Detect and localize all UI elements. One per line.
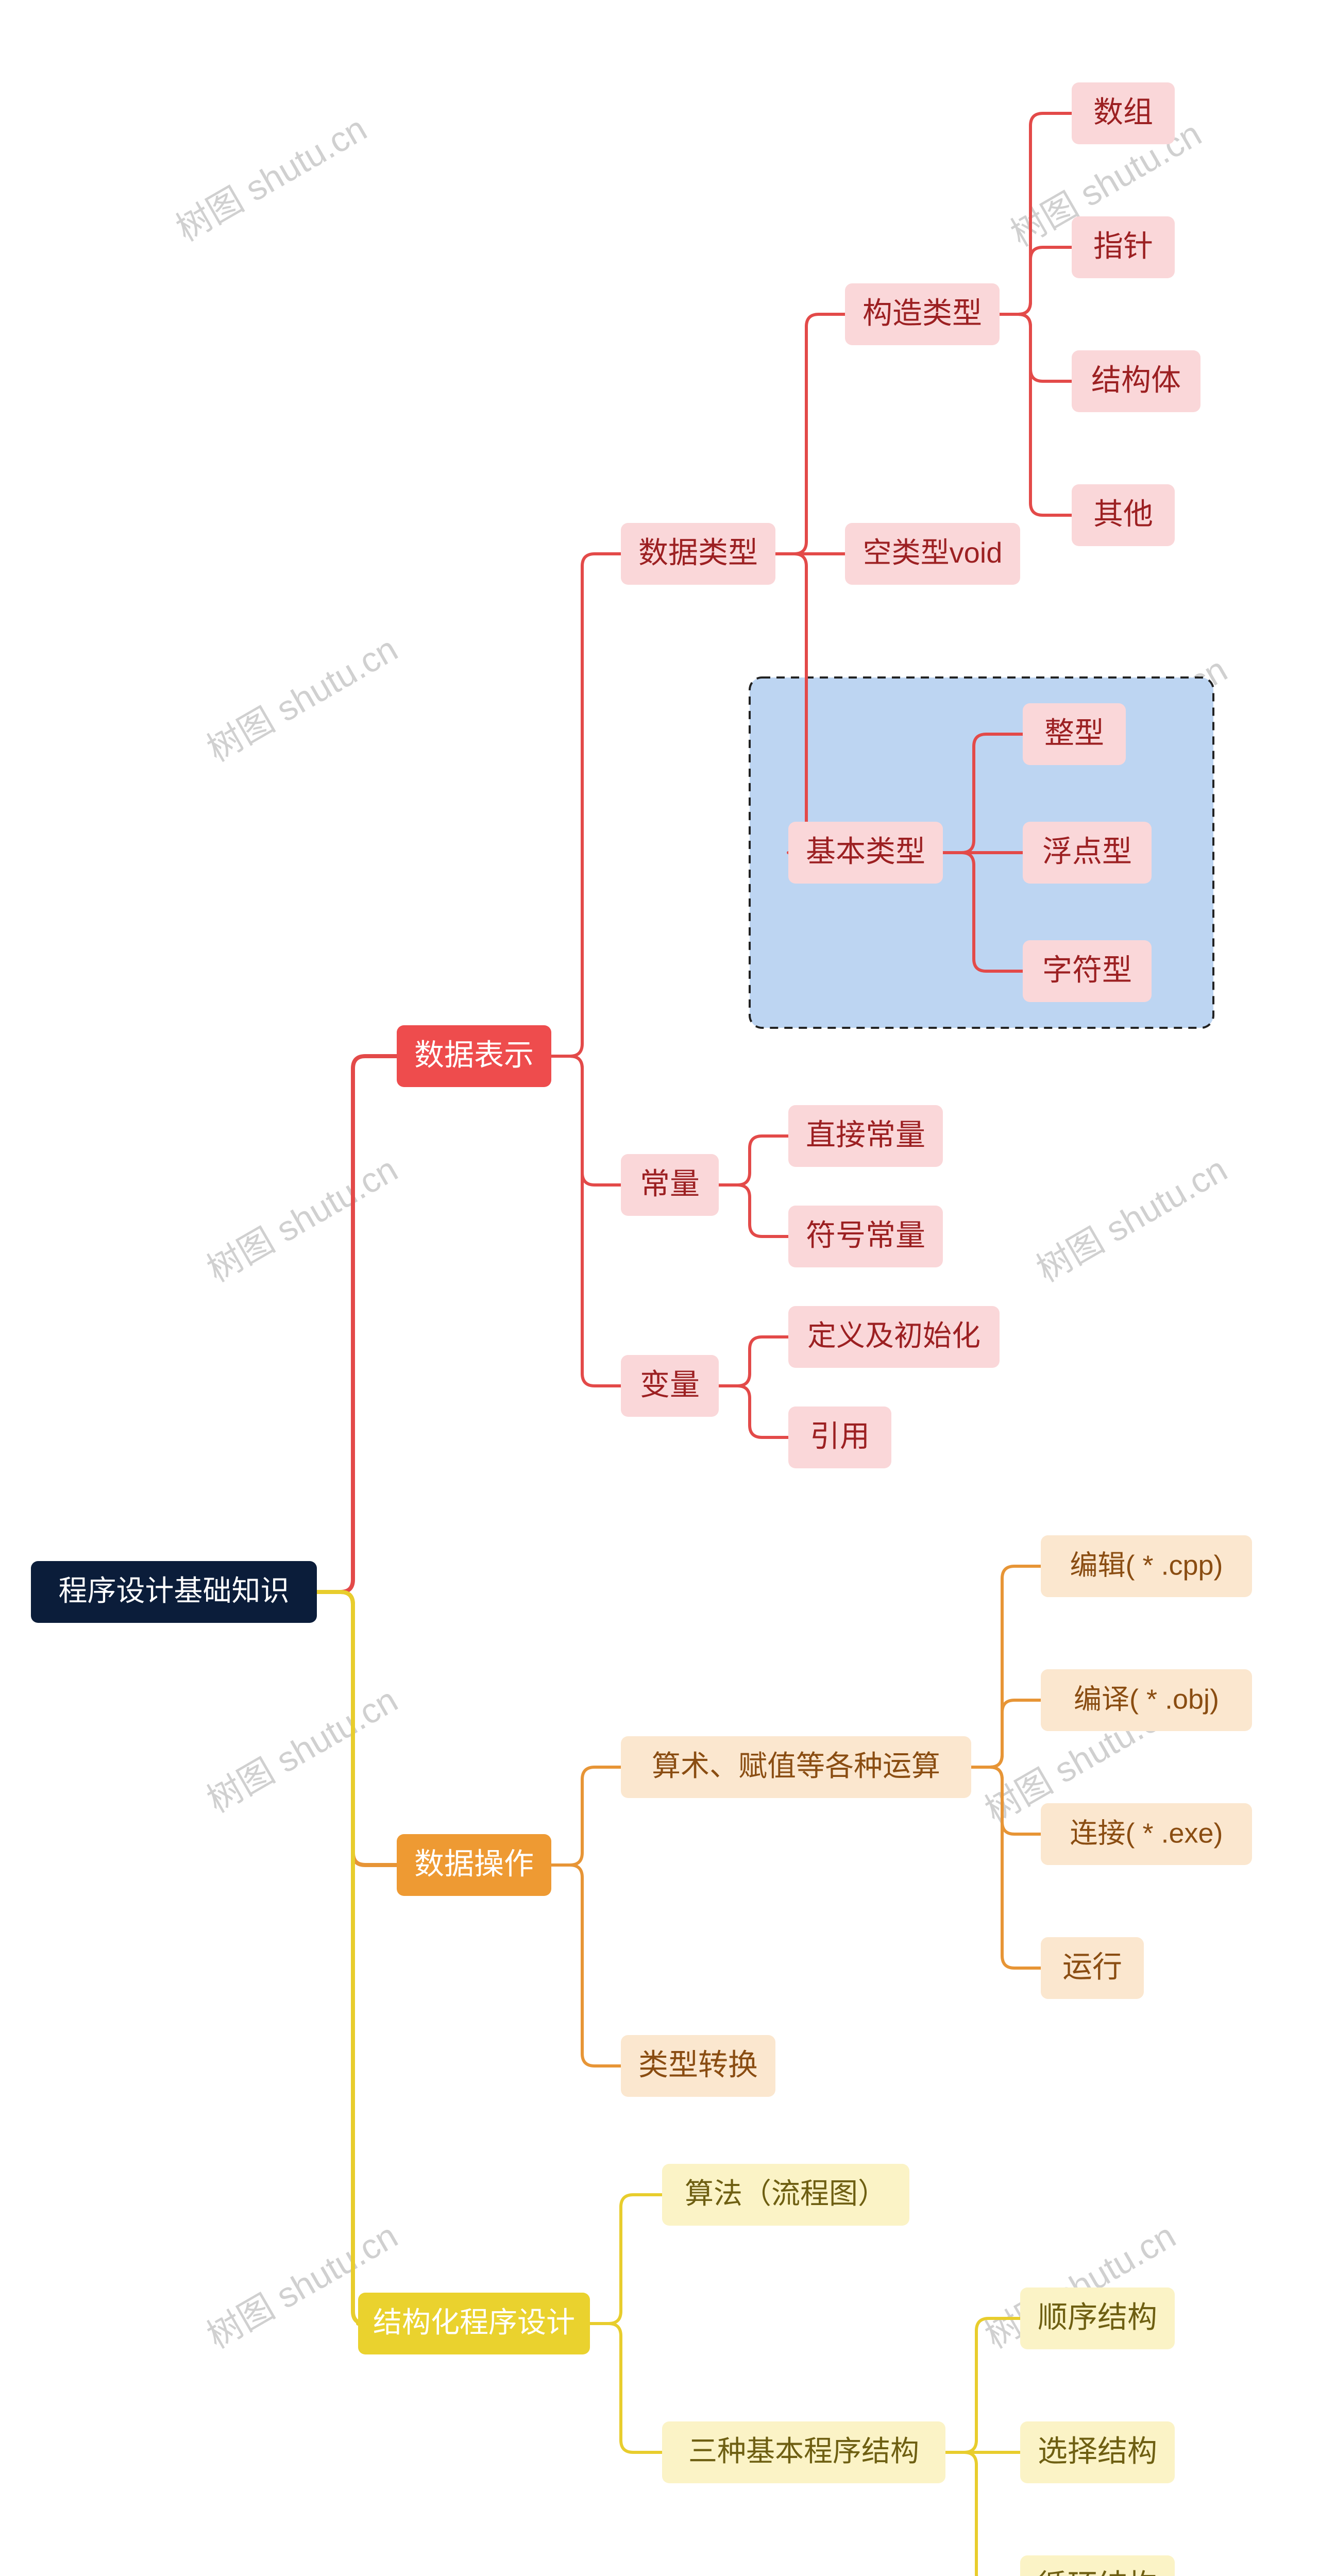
node-variable[interactable]: 变量 <box>621 1355 719 1417</box>
node-data_repr[interactable]: 数据表示 <box>397 1025 551 1087</box>
node-other[interactable]: 其他 <box>1072 484 1175 546</box>
node-run[interactable]: 运行 <box>1041 1937 1144 1999</box>
node-arr[interactable]: 数组 <box>1072 82 1175 144</box>
node-root[interactable]: 程序设计基础知识 <box>31 1561 317 1623</box>
node-label: 循环结构 <box>1038 2568 1157 2576</box>
node-label: 字符型 <box>1042 953 1132 987</box>
node-edit[interactable]: 编辑( * .cpp) <box>1041 1535 1252 1597</box>
node-seq[interactable]: 顺序结构 <box>1020 2287 1175 2349</box>
node-label: 选择结构 <box>1038 2434 1157 2468</box>
node-data_op[interactable]: 数据操作 <box>397 1834 551 1896</box>
node-label: 构造类型 <box>863 296 982 330</box>
node-label: 类型转换 <box>638 2048 758 2081</box>
node-label: 浮点型 <box>1042 835 1132 868</box>
node-label: 常量 <box>640 1167 700 1200</box>
node-loop[interactable]: 循环结构 <box>1020 2555 1175 2576</box>
node-label: 其他 <box>1093 497 1153 531</box>
node-compile[interactable]: 编译( * .obj) <box>1041 1669 1252 1731</box>
node-struct_design[interactable]: 结构化程序设计 <box>358 2293 590 2354</box>
node-literal_c[interactable]: 直接常量 <box>788 1105 943 1167</box>
node-def_init[interactable]: 定义及初始化 <box>788 1306 1000 1368</box>
node-label: 结构体 <box>1091 363 1181 397</box>
node-label: 运行 <box>1062 1950 1122 1984</box>
node-label: 基本类型 <box>806 835 925 868</box>
node-data_type[interactable]: 数据类型 <box>621 523 775 585</box>
node-label: 引用 <box>810 1419 870 1453</box>
node-arith[interactable]: 算术、赋值等各种运算 <box>621 1736 971 1798</box>
node-label: 程序设计基础知识 <box>59 1574 290 1607</box>
node-void_type[interactable]: 空类型void <box>845 523 1020 585</box>
mindmap-canvas: 树图 shutu.cn树图 shutu.cn树图 shutu.cn树图 shut… <box>0 0 1319 2576</box>
node-label: 变量 <box>640 1368 700 1401</box>
node-label: 编译( * .obj) <box>1074 1684 1219 1715</box>
node-label: 编辑( * .cpp) <box>1070 1550 1223 1581</box>
node-cast[interactable]: 类型转换 <box>621 2035 775 2097</box>
node-label: 数组 <box>1093 95 1153 129</box>
node-label: 指针 <box>1093 229 1153 263</box>
node-label: 数据表示 <box>414 1038 534 1072</box>
node-algo[interactable]: 算法（流程图） <box>662 2164 909 2226</box>
node-label: 符号常量 <box>806 1218 925 1252</box>
node-constant[interactable]: 常量 <box>621 1154 719 1216</box>
node-basic_type[interactable]: 基本类型 <box>788 822 943 884</box>
node-constructed[interactable]: 构造类型 <box>845 283 1000 345</box>
node-label: 空类型void <box>863 536 1003 569</box>
node-three_struct[interactable]: 三种基本程序结构 <box>662 2421 945 2483</box>
node-label: 定义及初始化 <box>807 1319 980 1352</box>
node-symbol_c[interactable]: 符号常量 <box>788 1206 943 1267</box>
node-struct_t[interactable]: 结构体 <box>1072 350 1200 412</box>
node-label: 直接常量 <box>806 1118 925 1151</box>
node-sel[interactable]: 选择结构 <box>1020 2421 1175 2483</box>
node-label: 顺序结构 <box>1038 2300 1157 2334</box>
node-label: 算法（流程图） <box>685 2177 887 2210</box>
node-ref[interactable]: 引用 <box>788 1406 891 1468</box>
node-char_t[interactable]: 字符型 <box>1023 940 1152 1002</box>
node-label: 数据操作 <box>414 1847 534 1880</box>
node-int_t[interactable]: 整型 <box>1023 703 1126 765</box>
node-label: 整型 <box>1044 716 1104 750</box>
node-label: 连接( * .exe) <box>1070 1818 1223 1849</box>
node-label: 算术、赋值等各种运算 <box>652 1750 940 1782</box>
node-label: 结构化程序设计 <box>373 2306 575 2338</box>
node-ptr[interactable]: 指针 <box>1072 216 1175 278</box>
node-label: 三种基本程序结构 <box>688 2435 919 2467</box>
node-float_t[interactable]: 浮点型 <box>1023 822 1152 884</box>
node-label: 数据类型 <box>638 536 758 569</box>
node-link[interactable]: 连接( * .exe) <box>1041 1803 1252 1865</box>
